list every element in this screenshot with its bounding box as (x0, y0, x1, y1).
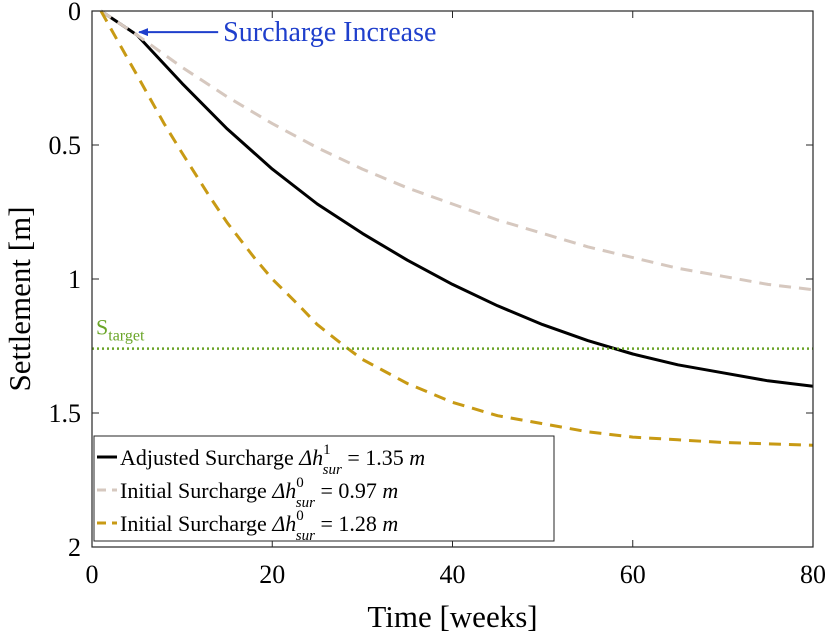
surcharge-increase-annotation: Surcharge Increase (138, 17, 436, 48)
legend: Adjusted Surcharge Δh1 sur = 1.35 mInitia… (93, 435, 555, 544)
legend-entry-3: Initial Surcharge Δh0 sur = 1.28 m (120, 508, 398, 544)
series-line-3 (99, 10, 814, 447)
series-line-2 (100, 9, 814, 292)
legend-entry-2: Initial Surcharge Δh0 sur = 0.97 m (120, 475, 398, 511)
y-tick-label: 0.5 (49, 131, 82, 160)
s-target-sub: target (108, 328, 145, 345)
y-tick-label: 2 (68, 533, 81, 562)
x-tick-label: 20 (259, 560, 285, 589)
annotation-text: Surcharge Increase (223, 17, 436, 48)
y-axis-label: Settlement [m] (2, 206, 37, 391)
legend-entry-1: Adjusted Surcharge Δh1 sur = 1.35 m (120, 442, 425, 478)
y-tick-label: 1.5 (49, 399, 82, 428)
series-line-1 (100, 9, 814, 388)
x-tick-label: 0 (86, 560, 99, 589)
tick-layer: 0 20 40 60 80 0 0.5 1 1.5 2 (49, 0, 827, 589)
x-tick-label: 80 (800, 560, 826, 589)
legend-box (93, 435, 555, 542)
x-tick-label: 60 (620, 560, 646, 589)
s-target-label-text: Starget (96, 315, 145, 345)
series-layer (99, 9, 814, 447)
y-tick-label: 0 (68, 0, 81, 26)
s-target-main: S (96, 315, 108, 340)
x-tick-label: 40 (440, 560, 466, 589)
y-tick-label: 1 (68, 265, 81, 294)
s-target-label: Starget (96, 315, 145, 345)
x-axis-label: Time [weeks] (367, 599, 537, 634)
